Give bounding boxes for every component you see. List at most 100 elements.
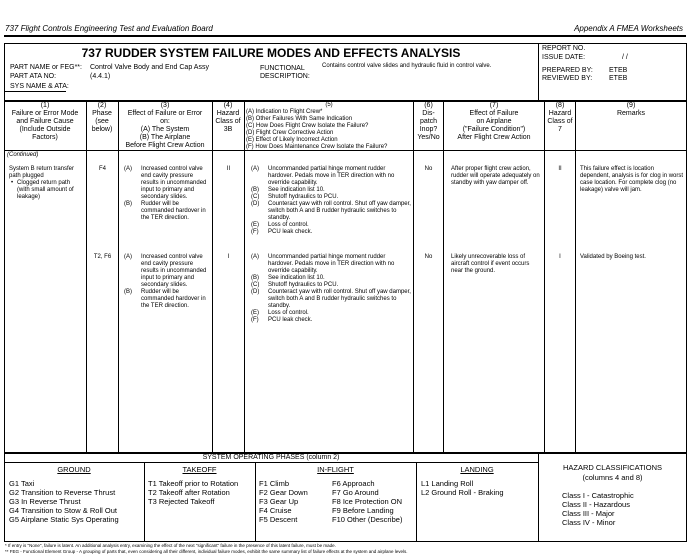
col6-header: (6) Dis-patch Inop? Yes/No [417,102,440,141]
page-header-left: 737 Flight Controls Engineering Test and… [5,24,213,33]
action-text: Counteract yaw with roll control. Shut o… [268,289,411,309]
phase-item: F10 Other (Describe) [332,515,403,524]
effect-on-airplane: After proper flight crew action, rudder … [451,166,540,186]
failure-cause: • Clogged return path (with small amount … [11,180,84,201]
action-text: Uncommanded partial hinge moment rudder … [268,166,395,186]
action-text: Counteract yaw with roll control. Shut o… [268,201,411,221]
action-item: (D) Counteract yaw with roll control. Shu… [251,289,411,310]
phase-item: F1 Climb [259,479,290,488]
phase-item: G3 In Reverse Thrust [9,497,81,506]
continued-note: (Continued) [7,152,39,158]
action-item: (A) Uncommanded partial hinge moment rudd… [251,166,411,187]
action-item: (A) Uncommanded partial hinge moment rudd… [251,254,411,275]
divider [538,453,539,542]
sys-name-label: SYS NAME & ATA: [10,83,69,90]
effect-text: Increased control valve end cavity press… [141,166,207,200]
divider [413,100,414,453]
action-item: (C) Shutoff hydraulics to PCU. [251,282,411,289]
hazard-item: Class IV - Minor [562,518,616,527]
effect-item: (B) Rudder will be commanded hardover in … [124,201,210,222]
divider [575,100,576,453]
phase-item: F3 Gear Up [259,497,299,506]
effect-key: (A) [124,166,132,172]
phase-item: G1 Taxi [9,479,35,488]
prepared-by-label: PREPARED BY: [542,67,593,74]
dispatch: No [424,254,433,260]
action-text: See indication list 10. [268,187,325,193]
phase-item: G4 Transition to Stow & Roll Out [9,506,117,515]
hazard-item: Class I - Catastrophic [562,491,634,500]
effect-key: (B) [124,201,132,207]
divider [255,462,256,542]
phase-list-takeoff: T1 Takeoff prior to Rotation T2 Takeoff a… [148,479,238,506]
part-ata-value: (4.4.1) [90,73,111,80]
header-rule [4,35,686,37]
effect-text: Increased control valve end cavity press… [141,254,207,288]
col2-header: (2) Phase (see below) [91,102,113,133]
phase-list-landing: L1 Landing Roll L2 Ground Roll - Braking [421,479,504,497]
col1-header: (1) Failure or Error Mode and Failure Cau… [11,102,79,141]
phase-item: T3 Rejected Takeoff [148,497,215,506]
description-label: DESCRIPTION: [260,73,310,80]
effect-list: (A) Increased control valve end cavity pr… [124,166,210,222]
action-item: (E) Loss of control. [251,222,411,229]
effect-text: Rudder will be commanded hardover in the… [141,289,206,309]
effect-on-airplane: Likely unrecoverable loss of aircraft co… [451,254,530,274]
action-item: (B) See indication list 10. [251,187,411,194]
hazard-class-3b: I [227,254,230,260]
action-text: See indication list 10. [268,275,325,281]
action-text: Shutoff hydraulics to PCU. [268,194,339,200]
hazard-title: HAZARD CLASSIFICATIONS [562,463,663,472]
action-key: (F) [251,229,259,235]
bullet-icon: • [11,180,14,186]
prepared-by-value: ETEB [609,67,628,74]
action-key: (D) [251,289,260,295]
col8-header: (8) Hazard Class of 7 [547,102,573,133]
action-item: (D) Counteract yaw with roll control. Shu… [251,201,411,222]
footnote: ** FEG - Functional Element Group - A gr… [5,549,408,554]
action-key: (A) [251,166,259,172]
action-key: (B) [251,187,259,193]
footnote: * If entry is "None", failure is latent.… [5,543,336,548]
phase-item: G2 Transition to Reverse Thrust [9,488,116,497]
phase-item: F8 Ice Protection ON [332,497,403,506]
divider [443,100,444,453]
fmea-table [4,43,687,453]
col5-header: (5) (A) Indication to Flight Crew* (B) Oth… [246,102,388,150]
action-text: PCU leak check. [268,229,313,235]
phase-group-title-takeoff: TAKEOFF [182,465,217,474]
phase-item: T2 Takeoff after Rotation [148,488,230,497]
divider [4,462,538,463]
action-key: (C) [251,194,260,200]
phase-list-inflight-2: F6 Approach F7 Go Around F8 Ice Protection… [332,479,402,524]
action-item: (B) See indication list 10. [251,275,411,282]
action-key: (D) [251,201,260,207]
effect-item: (B) Rudder will be commanded hardover in … [124,289,210,310]
reviewed-by-value: ETEB [609,75,628,82]
phase-item: G5 Airplane Static Sys Operating [9,515,119,524]
divider [416,462,417,542]
phases-panel [4,453,687,542]
phase-item: F5 Descent [259,515,298,524]
action-text: PCU leak check. [268,317,313,323]
action-item: (E) Loss of control. [251,310,411,317]
col3-header: (3) Effect of Failure or Error on: (A) The … [125,102,205,149]
hazard-class-7: I [559,254,561,260]
action-key: (C) [251,282,260,288]
action-item: (F) PCU leak check. [251,317,411,324]
page-header-right: Appendix A FMEA Worksheets [574,24,683,33]
effect-key: (A) [124,254,132,260]
action-list: (A) Uncommanded partial hinge moment rudd… [251,254,411,324]
effect-list: (A) Increased control valve end cavity pr… [124,254,210,310]
phase: F4 [98,166,106,172]
failure-cause-text: Clogged return path (with small amount o… [17,180,74,200]
action-item: (F) PCU leak check. [251,229,411,236]
phase-group-title-ground: GROUND [57,465,91,474]
effect-item: (A) Increased control valve end cavity pr… [124,166,210,201]
action-key: (B) [251,275,259,281]
phase-item: F6 Approach [332,479,375,488]
phase-group-title-landing: LANDING [460,465,494,474]
footnotes: * If entry is "None", failure is latent.… [5,543,408,555]
phase-item: T1 Takeoff prior to Rotation [148,479,239,488]
action-text: Loss of control. [268,222,309,228]
